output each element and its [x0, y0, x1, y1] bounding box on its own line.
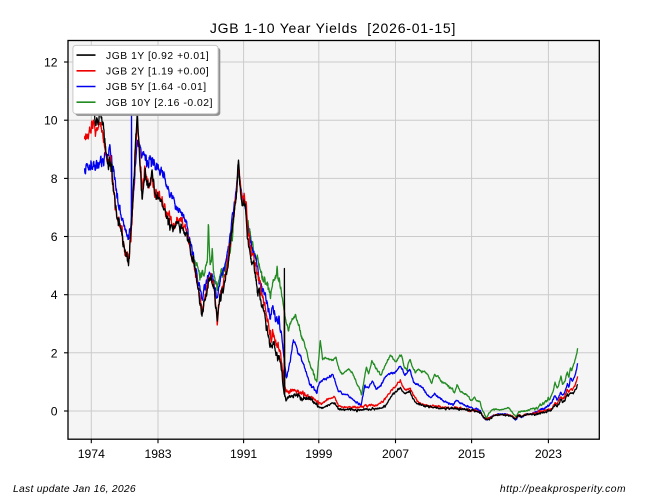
svg-text:1991: 1991: [230, 447, 257, 461]
svg-text:6: 6: [51, 230, 58, 244]
svg-text:1983: 1983: [144, 447, 171, 461]
svg-text:8: 8: [51, 172, 58, 186]
svg-text:12: 12: [44, 56, 58, 70]
svg-text:Last update Jan 16, 2026: Last update Jan 16, 2026: [13, 484, 136, 495]
svg-text:10: 10: [44, 114, 58, 128]
svg-text:JGB 1-10 Year Yields [2026-01: JGB 1-10 Year Yields [2026-01-15]: [210, 20, 456, 36]
svg-text:JGB 5Y [1.64 -0.01]: JGB 5Y [1.64 -0.01]: [106, 82, 207, 93]
svg-text:2: 2: [51, 346, 58, 360]
svg-text:JGB 1Y [0.92 +0.01]: JGB 1Y [0.92 +0.01]: [106, 51, 209, 62]
svg-text:JGB 10Y [2.16 -0.02]: JGB 10Y [2.16 -0.02]: [106, 98, 213, 109]
svg-text:1999: 1999: [305, 447, 332, 461]
svg-text:2015: 2015: [458, 447, 485, 461]
svg-text:4: 4: [51, 288, 58, 302]
svg-text:2023: 2023: [535, 447, 562, 461]
svg-text:2007: 2007: [382, 447, 409, 461]
svg-text:0: 0: [51, 404, 58, 418]
svg-text:JGB 2Y [1.19 +0.00]: JGB 2Y [1.19 +0.00]: [106, 67, 209, 78]
svg-text:http://peakprosperity.com: http://peakprosperity.com: [500, 484, 626, 495]
svg-text:1974: 1974: [78, 447, 105, 461]
